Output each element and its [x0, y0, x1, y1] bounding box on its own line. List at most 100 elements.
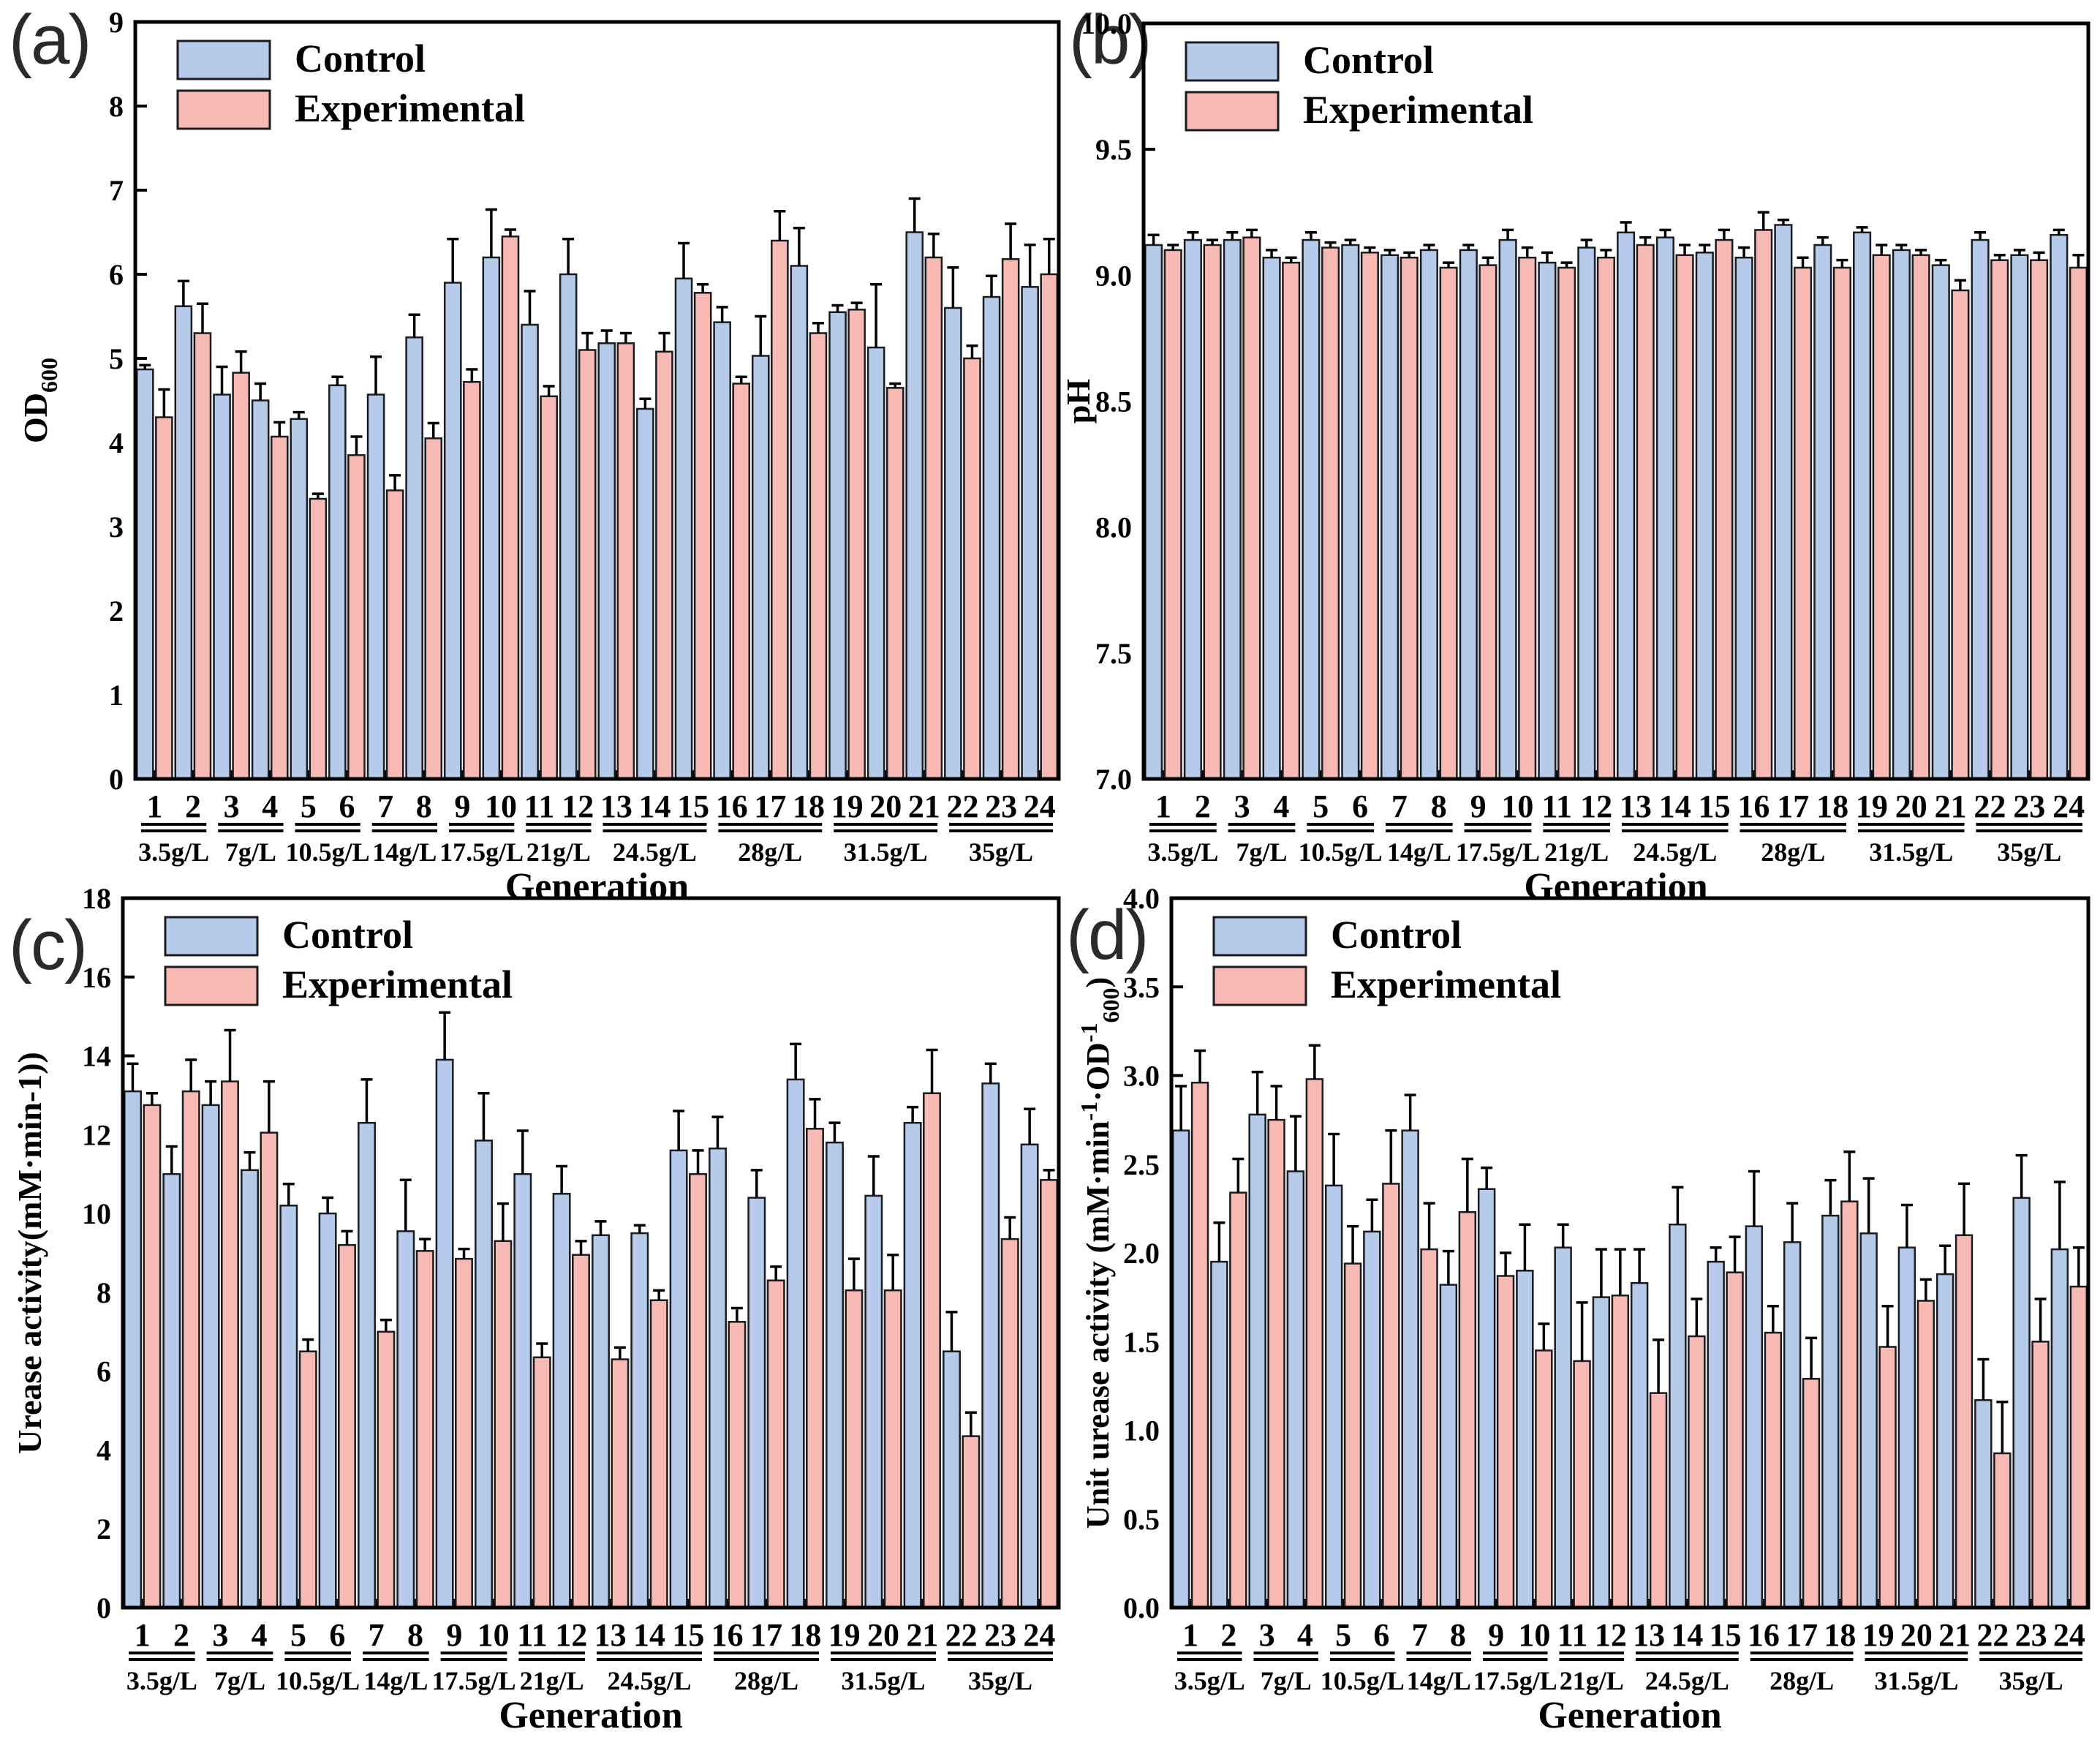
bar-experimental-gen14 [649, 1299, 668, 1609]
gen-number: 17 [1786, 1617, 1818, 1653]
bar-control-gen19 [1853, 231, 1872, 780]
y-tick-label: 9.5 [1095, 133, 1132, 166]
y-tick-label: 8.5 [1095, 385, 1132, 418]
bar-experimental-gen14 [1688, 1335, 1706, 1609]
group-label: 7g/L [214, 1666, 265, 1695]
legend-swatch-experimental [1212, 965, 1307, 1006]
bar-control-gen5 [1302, 238, 1321, 780]
bar-control-gen15 [1695, 252, 1714, 780]
bar-control-gen21 [905, 231, 924, 780]
group-label: 10.5g/L [1299, 837, 1383, 867]
y-axis-title: Urease activity(mM·min-1)) [11, 1052, 48, 1454]
bar-experimental-gen18 [809, 332, 828, 780]
bar-control-gen6 [328, 384, 347, 780]
bar-experimental-gen7 [385, 489, 404, 780]
bar-experimental-gen9 [455, 1257, 473, 1609]
bar-control-gen12 [552, 1192, 571, 1609]
bar-control-gen15 [1707, 1260, 1725, 1609]
bar-experimental-gen13 [611, 1358, 630, 1609]
legend-label-experimental: Experimental [1331, 963, 1561, 1006]
bar-experimental-gen10 [1518, 256, 1537, 780]
y-tick-label: 8 [109, 90, 124, 123]
group-label: 28g/L [738, 837, 802, 867]
bar-experimental-gen10 [501, 236, 520, 780]
bar-experimental-gen15 [693, 292, 712, 780]
bar-control-gen10 [1516, 1270, 1534, 1609]
bar-control-gen20 [864, 1194, 883, 1609]
y-tick-label: 4 [97, 1434, 111, 1466]
bar-experimental-gen12 [572, 1254, 590, 1609]
bar-control-gen3 [213, 393, 231, 780]
gen-number: 1 [1182, 1617, 1198, 1653]
y-tick-label: 3.0 [1123, 1060, 1160, 1093]
bar-control-gen8 [1419, 249, 1438, 780]
bar-experimental-gen17 [1802, 1377, 1821, 1609]
gen-number: 16 [711, 1617, 744, 1653]
bar-experimental-gen19 [845, 1289, 864, 1609]
bar-control-gen8 [396, 1230, 415, 1609]
gen-number: 14 [638, 788, 671, 824]
bar-experimental-gen11 [540, 395, 558, 780]
group-label: 14g/L [372, 837, 437, 867]
gen-number: 18 [1816, 788, 1848, 824]
bar-experimental-gen2 [1229, 1191, 1247, 1609]
y-tick-label: 10 [82, 1197, 111, 1230]
bar-experimental-gen15 [689, 1172, 707, 1609]
bar-control-gen8 [1439, 1284, 1458, 1609]
group-label: 3.5g/L [1174, 1666, 1245, 1695]
y-tick-label: 0.5 [1123, 1503, 1160, 1536]
bar-control-gen9 [443, 282, 462, 780]
gen-number: 10 [477, 1617, 510, 1653]
bar-experimental-gen9 [463, 380, 481, 780]
x-axis-title: Generation [1524, 866, 1707, 908]
gen-number: 20 [867, 1617, 899, 1653]
bar-experimental-gen14 [655, 350, 673, 780]
bar-experimental-gen3 [1242, 236, 1261, 780]
bar-control-gen8 [405, 336, 423, 780]
gen-number: 20 [869, 788, 902, 824]
panel-b-plot: 7.0 7.5 8.0 8.5 9.0 9.5 10.0 Control Experimenta… [1060, 7, 2090, 908]
gen-number: 5 [1335, 1617, 1351, 1653]
group-label: 31.5g/L [1874, 1666, 1958, 1695]
bar-experimental-gen16 [1754, 229, 1773, 780]
group-label: 21g/L [1560, 1666, 1624, 1695]
bar-control-gen17 [747, 1197, 766, 1609]
y-tick-label: 10.0 [1081, 7, 1132, 40]
bar-experimental-gen13 [616, 342, 635, 780]
gen-number: 12 [555, 1617, 587, 1653]
legend-swatch-experimental [1185, 91, 1280, 132]
bar-experimental-gen1 [1190, 1081, 1209, 1609]
bar-control-gen4 [251, 399, 270, 780]
group-label: 35g/L [968, 1666, 1032, 1695]
bar-control-gen21 [903, 1121, 922, 1609]
bar-experimental-gen8 [1439, 266, 1458, 780]
bar-control-gen7 [1401, 1129, 1419, 1609]
bar-control-gen20 [1892, 249, 1911, 780]
gen-number: 12 [1580, 788, 1612, 824]
gen-number: 9 [446, 1617, 462, 1653]
bar-control-gen9 [1477, 1188, 1496, 1609]
bar-control-gen20 [866, 346, 885, 780]
legend-label-experimental: Experimental [295, 86, 525, 130]
gen-number: 17 [754, 788, 786, 824]
group-label: 10.5g/L [286, 837, 370, 867]
bar-control-gen18 [790, 265, 809, 780]
group-label: 21g/L [520, 1666, 584, 1695]
gen-number: 21 [906, 1617, 938, 1653]
bar-control-gen18 [786, 1078, 805, 1609]
gen-number: 4 [1273, 788, 1289, 824]
bar-control-gen21 [1935, 1273, 1954, 1609]
gen-number: 15 [677, 788, 709, 824]
legend-swatch-experimental [164, 965, 259, 1006]
bar-control-gen18 [1821, 1214, 1840, 1609]
gen-number: 19 [828, 1617, 861, 1653]
gen-number: 6 [1373, 1617, 1389, 1653]
gen-number: 9 [1488, 1617, 1504, 1653]
gen-number: 23 [985, 788, 1017, 824]
y-tick-label: 7.5 [1095, 637, 1132, 670]
bar-experimental-gen5 [309, 497, 328, 780]
gen-number: 11 [1557, 1617, 1588, 1653]
bar-experimental-gen6 [338, 1243, 356, 1609]
bar-experimental-gen3 [232, 372, 250, 780]
